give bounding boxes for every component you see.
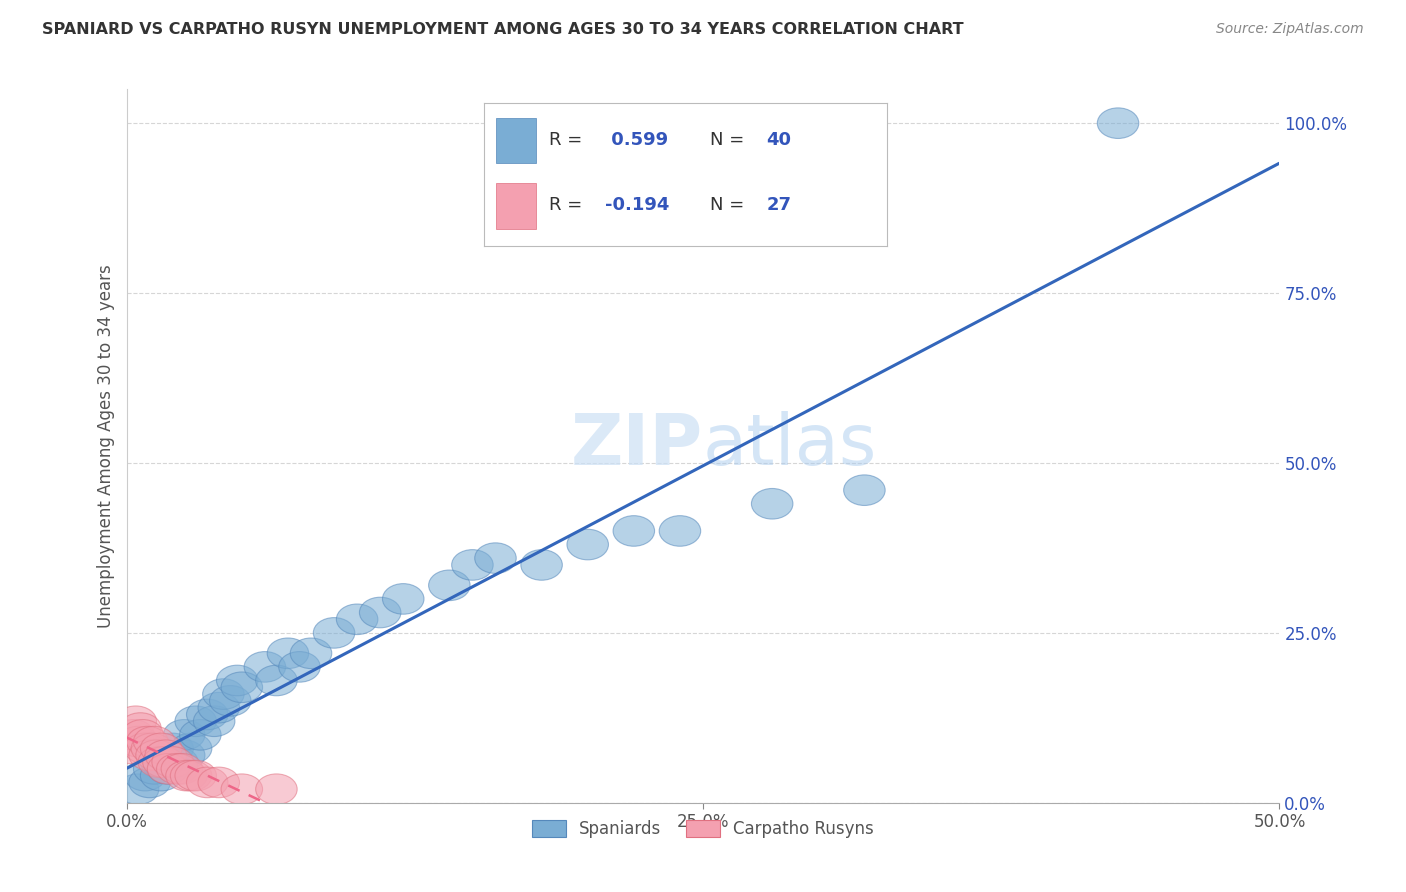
- Ellipse shape: [336, 604, 378, 634]
- Ellipse shape: [278, 651, 321, 682]
- Ellipse shape: [152, 733, 194, 764]
- Ellipse shape: [245, 651, 285, 682]
- Ellipse shape: [129, 740, 170, 771]
- Ellipse shape: [134, 754, 174, 784]
- Ellipse shape: [141, 733, 181, 764]
- Ellipse shape: [174, 760, 217, 791]
- Ellipse shape: [156, 747, 198, 777]
- Ellipse shape: [520, 549, 562, 580]
- Y-axis label: Unemployment Among Ages 30 to 34 years: Unemployment Among Ages 30 to 34 years: [97, 264, 115, 628]
- Ellipse shape: [217, 665, 257, 696]
- Ellipse shape: [170, 760, 212, 791]
- Ellipse shape: [112, 720, 155, 750]
- Ellipse shape: [187, 699, 228, 730]
- Text: atlas: atlas: [703, 411, 877, 481]
- Ellipse shape: [122, 720, 163, 750]
- Ellipse shape: [1097, 108, 1139, 138]
- Text: Source: ZipAtlas.com: Source: ZipAtlas.com: [1216, 22, 1364, 37]
- Ellipse shape: [567, 529, 609, 560]
- Ellipse shape: [111, 733, 152, 764]
- Ellipse shape: [451, 549, 494, 580]
- Ellipse shape: [221, 672, 263, 703]
- Ellipse shape: [844, 475, 886, 506]
- Ellipse shape: [198, 767, 239, 797]
- Ellipse shape: [124, 760, 166, 791]
- Ellipse shape: [194, 706, 235, 737]
- Text: SPANIARD VS CARPATHO RUSYN UNEMPLOYMENT AMONG AGES 30 TO 34 YEARS CORRELATION CH: SPANIARD VS CARPATHO RUSYN UNEMPLOYMENT …: [42, 22, 963, 37]
- Ellipse shape: [659, 516, 700, 546]
- Ellipse shape: [124, 733, 166, 764]
- Ellipse shape: [170, 733, 212, 764]
- Ellipse shape: [138, 747, 180, 777]
- Ellipse shape: [256, 774, 297, 805]
- Ellipse shape: [120, 713, 162, 743]
- Ellipse shape: [117, 726, 159, 757]
- Ellipse shape: [209, 686, 252, 716]
- Ellipse shape: [127, 726, 169, 757]
- Text: ZIP: ZIP: [571, 411, 703, 481]
- Ellipse shape: [136, 740, 177, 771]
- Ellipse shape: [202, 679, 245, 709]
- Ellipse shape: [256, 665, 297, 696]
- Ellipse shape: [162, 754, 202, 784]
- Ellipse shape: [117, 774, 159, 805]
- Ellipse shape: [382, 583, 425, 615]
- Ellipse shape: [141, 747, 181, 777]
- Ellipse shape: [142, 747, 184, 777]
- Ellipse shape: [131, 733, 173, 764]
- Ellipse shape: [163, 740, 205, 771]
- Ellipse shape: [166, 760, 207, 791]
- Ellipse shape: [148, 754, 188, 784]
- Ellipse shape: [163, 720, 205, 750]
- Ellipse shape: [141, 760, 181, 791]
- Ellipse shape: [148, 754, 188, 784]
- Ellipse shape: [221, 774, 263, 805]
- Ellipse shape: [290, 638, 332, 669]
- Ellipse shape: [360, 598, 401, 628]
- Ellipse shape: [115, 706, 156, 737]
- Ellipse shape: [152, 747, 194, 777]
- Ellipse shape: [145, 740, 187, 771]
- Ellipse shape: [187, 767, 228, 797]
- Ellipse shape: [198, 692, 239, 723]
- Legend: Spaniards, Carpatho Rusyns: Spaniards, Carpatho Rusyns: [526, 813, 880, 845]
- Ellipse shape: [314, 617, 354, 648]
- Ellipse shape: [267, 638, 309, 669]
- Ellipse shape: [134, 726, 174, 757]
- Ellipse shape: [429, 570, 470, 600]
- Ellipse shape: [180, 720, 221, 750]
- Ellipse shape: [751, 489, 793, 519]
- Ellipse shape: [156, 754, 198, 784]
- Ellipse shape: [129, 767, 170, 797]
- Ellipse shape: [174, 706, 217, 737]
- Ellipse shape: [475, 543, 516, 574]
- Ellipse shape: [613, 516, 655, 546]
